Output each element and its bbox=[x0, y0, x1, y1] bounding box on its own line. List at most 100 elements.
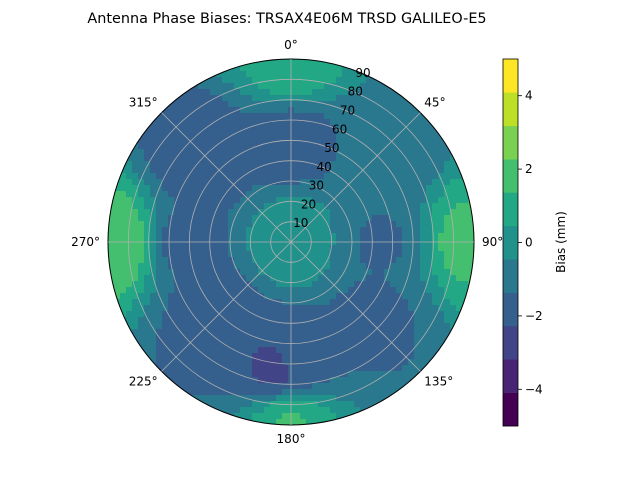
contour-cell bbox=[390, 251, 397, 258]
contour-cell bbox=[396, 149, 403, 156]
contour-cell bbox=[324, 371, 331, 378]
contour-cell bbox=[174, 137, 181, 144]
contour-cell bbox=[276, 269, 283, 276]
contour-cell bbox=[360, 143, 367, 150]
contour-cell bbox=[300, 323, 307, 330]
contour-cell bbox=[312, 293, 319, 300]
contour-cell bbox=[270, 137, 277, 144]
contour-cell bbox=[162, 257, 169, 264]
contour-cell bbox=[246, 347, 253, 354]
contour-cell bbox=[372, 359, 379, 366]
colorbar-segment bbox=[503, 92, 518, 127]
contour-cell bbox=[270, 269, 277, 276]
contour-cell bbox=[156, 125, 163, 132]
contour-cell bbox=[108, 227, 115, 234]
contour-cell bbox=[210, 245, 217, 252]
contour-cell bbox=[258, 341, 265, 348]
contour-cell bbox=[150, 185, 157, 192]
contour-cell bbox=[378, 83, 385, 90]
contour-cell bbox=[216, 209, 223, 216]
contour-cell bbox=[336, 299, 343, 306]
contour-cell bbox=[234, 227, 241, 234]
contour-cell bbox=[384, 89, 391, 96]
contour-cell bbox=[276, 191, 283, 198]
contour-cell bbox=[384, 293, 391, 300]
contour-cell bbox=[294, 71, 301, 78]
contour-cell bbox=[294, 83, 301, 90]
contour-cell bbox=[330, 269, 337, 276]
contour-cell bbox=[342, 167, 349, 174]
contour-cell bbox=[426, 245, 433, 252]
contour-cell bbox=[444, 197, 451, 204]
contour-cell bbox=[264, 275, 271, 282]
contour-cell bbox=[264, 251, 271, 258]
contour-cell bbox=[192, 329, 199, 336]
contour-cell bbox=[186, 287, 193, 294]
colorbar-segment bbox=[503, 159, 518, 193]
contour-cell bbox=[264, 167, 271, 174]
contour-cell bbox=[270, 335, 277, 342]
contour-cell bbox=[414, 185, 421, 192]
contour-cell bbox=[252, 143, 259, 150]
contour-cell bbox=[420, 293, 427, 300]
contour-cell bbox=[282, 377, 289, 384]
contour-cell bbox=[144, 311, 151, 318]
contour-cell bbox=[150, 311, 157, 318]
contour-cell bbox=[210, 95, 217, 102]
contour-cell bbox=[342, 371, 349, 378]
contour-cell bbox=[402, 323, 409, 330]
contour-cell bbox=[336, 323, 343, 330]
contour-cell bbox=[366, 353, 373, 360]
contour-cell bbox=[246, 125, 253, 132]
contour-cell bbox=[366, 101, 373, 108]
contour-cell bbox=[378, 161, 385, 168]
contour-cell bbox=[198, 83, 205, 90]
contour-cell bbox=[378, 389, 385, 396]
contour-cell bbox=[210, 101, 217, 108]
contour-cell bbox=[342, 251, 349, 258]
contour-cell bbox=[360, 179, 367, 186]
contour-cell bbox=[150, 233, 157, 240]
contour-cell bbox=[312, 77, 319, 84]
contour-cell bbox=[348, 329, 355, 336]
contour-cell bbox=[144, 281, 151, 288]
contour-cell bbox=[378, 203, 385, 210]
contour-cell bbox=[234, 167, 241, 174]
contour-cell bbox=[276, 245, 283, 252]
contour-cell bbox=[318, 413, 325, 420]
contour-cell bbox=[132, 323, 139, 330]
contour-cell bbox=[228, 353, 235, 360]
contour-cell bbox=[312, 197, 319, 204]
contour-cell bbox=[264, 77, 271, 84]
contour-cell bbox=[282, 161, 289, 168]
contour-cell bbox=[336, 233, 343, 240]
contour-cell bbox=[312, 365, 319, 372]
contour-cell bbox=[174, 131, 181, 138]
contour-cell bbox=[126, 269, 133, 276]
contour-cell bbox=[360, 113, 367, 120]
contour-cell bbox=[204, 149, 211, 156]
contour-cell bbox=[162, 347, 169, 354]
contour-cell bbox=[198, 293, 205, 300]
contour-cell bbox=[432, 149, 439, 156]
contour-cell bbox=[462, 233, 469, 240]
contour-cell bbox=[294, 227, 301, 234]
contour-cell bbox=[384, 173, 391, 180]
contour-cell bbox=[294, 281, 301, 288]
contour-cell bbox=[156, 317, 163, 324]
contour-cell bbox=[354, 353, 361, 360]
contour-cell bbox=[396, 95, 403, 102]
contour-cell bbox=[252, 209, 259, 216]
contour-cell bbox=[336, 383, 343, 390]
contour-cell bbox=[204, 395, 211, 402]
contour-cell bbox=[432, 233, 439, 240]
contour-cell bbox=[282, 59, 289, 66]
contour-cell bbox=[468, 251, 474, 258]
contour-cell bbox=[336, 389, 343, 396]
contour-cell bbox=[384, 401, 391, 408]
contour-cell bbox=[234, 173, 241, 180]
contour-cell bbox=[336, 365, 343, 372]
contour-cell bbox=[438, 245, 445, 252]
contour-cell bbox=[312, 395, 319, 402]
